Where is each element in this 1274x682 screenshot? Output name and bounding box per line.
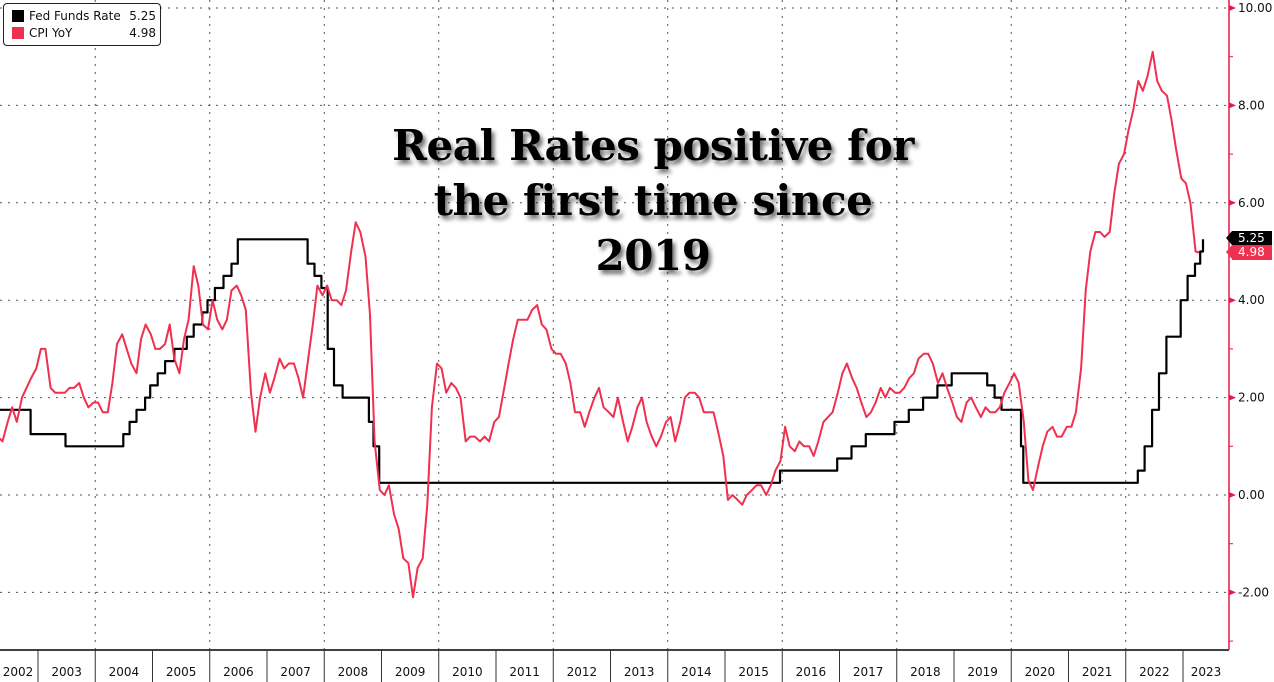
headline-line-2: the first time since 2019 (433, 176, 873, 280)
y-tick-label: 4.00 (1238, 293, 1265, 307)
x-tick-label: 2021 (1082, 665, 1113, 679)
x-tick-label: 2022 (1139, 665, 1170, 679)
y-tick-marker (1229, 297, 1236, 304)
x-tick-label: 2004 (109, 665, 140, 679)
y-tick-label: 6.00 (1238, 196, 1265, 210)
x-tick-label: 2017 (853, 665, 884, 679)
x-tick-label: 2018 (910, 665, 941, 679)
last-value-badge-fed-funds: 5.25 (1226, 231, 1272, 246)
x-tick-label: 2008 (338, 665, 369, 679)
legend-item-cpi-yoy: CPI YoY 4.98 (12, 25, 156, 41)
legend-item-fed-funds-rate: Fed Funds Rate 5.25 (12, 8, 156, 24)
y-tick-marker (1229, 589, 1236, 596)
x-tick-label: 2006 (223, 665, 254, 679)
x-tick-label: 2023 (1191, 665, 1222, 679)
chart-headline: Real Rates positive for the first time s… (388, 118, 918, 283)
legend-swatch-cpi-yoy (12, 27, 24, 39)
last-value-badge-cpi: 4.98 (1226, 245, 1272, 260)
y-tick-marker (1229, 394, 1236, 401)
x-tick-label: 2002 (3, 665, 34, 679)
legend-label: CPI YoY (29, 26, 73, 40)
x-tick-label: 2016 (796, 665, 827, 679)
y-tick-label: 2.00 (1238, 391, 1265, 405)
x-tick-label: 2011 (509, 665, 540, 679)
x-tick-label: 2010 (452, 665, 483, 679)
legend-label: Fed Funds Rate (29, 9, 121, 23)
legend-swatch-fed-funds-rate (12, 10, 24, 22)
x-tick-label: 2020 (1025, 665, 1056, 679)
y-tick-label: 0.00 (1238, 488, 1265, 502)
y-tick-marker (1229, 5, 1236, 11)
x-tick-label: 2005 (166, 665, 197, 679)
grid (0, 0, 1229, 650)
legend-value: 4.98 (129, 26, 156, 40)
y-tick-label: -2.00 (1238, 585, 1269, 599)
x-tick-label: 2014 (681, 665, 712, 679)
series-layer (0, 50, 1205, 599)
legend-value: 5.25 (129, 9, 156, 23)
y-tick-marker (1229, 492, 1236, 498)
x-tick-label: 2015 (738, 665, 769, 679)
x-tick-label: 2012 (567, 665, 598, 679)
headline-line-1: Real Rates positive for (392, 121, 914, 170)
x-tick-label: 2019 (967, 665, 998, 679)
x-tick-label: 2013 (624, 665, 655, 679)
x-tick-label: 2003 (51, 665, 82, 679)
y-tick-label: 10.00 (1238, 1, 1272, 15)
y-tick-marker (1229, 199, 1236, 206)
x-tick-label: 2009 (395, 665, 426, 679)
y-tick-label: 8.00 (1238, 98, 1265, 112)
legend: Fed Funds Rate 5.25 CPI YoY 4.98 (3, 3, 161, 46)
y-tick-marker (1229, 102, 1236, 109)
x-tick-label: 2007 (280, 665, 311, 679)
